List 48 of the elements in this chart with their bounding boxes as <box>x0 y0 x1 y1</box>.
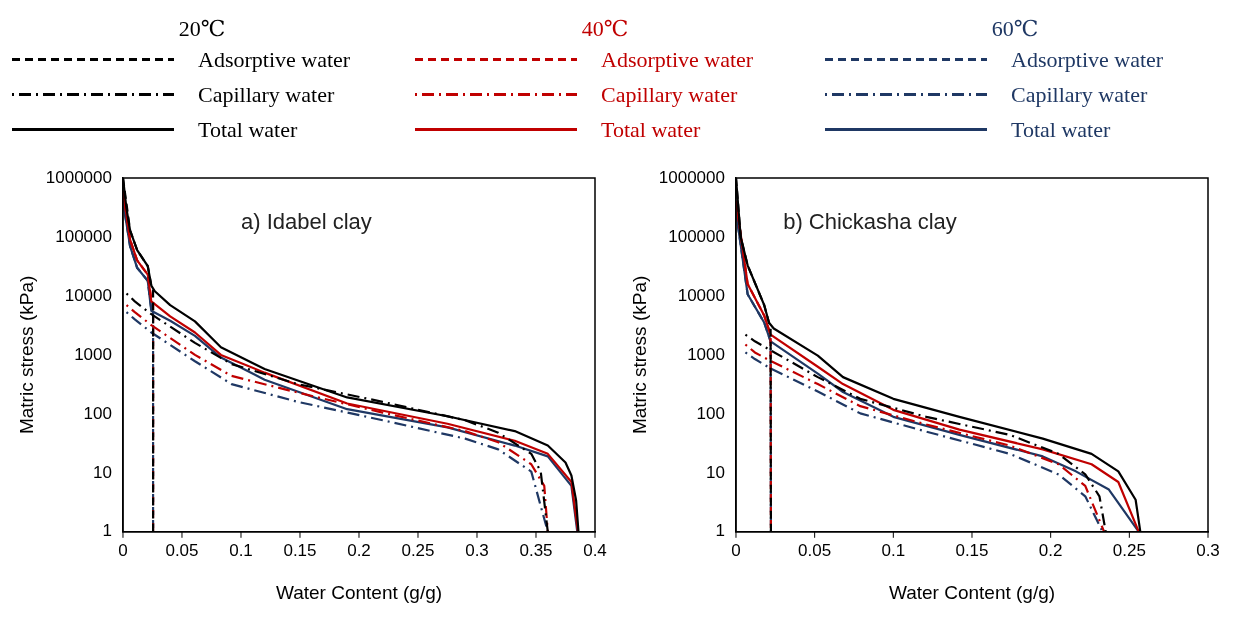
y-tick-label: 1000000 <box>45 167 112 187</box>
y-tick-label: 1 <box>715 521 725 541</box>
x-tick-label: 0.1 <box>229 540 253 560</box>
legend-label: Adsorptive water <box>198 46 351 73</box>
x-tick-label: 0.35 <box>519 540 553 560</box>
y-tick-label: 1000 <box>687 344 725 364</box>
text: 20℃ <box>177 16 227 42</box>
legend-label: Adsorptive water <box>601 46 754 73</box>
y-tick-label: 100 <box>83 403 112 423</box>
text: 60℃ <box>990 16 1040 42</box>
y-tick-label: 100000 <box>55 226 112 246</box>
y-axis-title: Matric stress (kPa) <box>15 275 37 435</box>
x-tick-label: 0.15 <box>283 540 317 560</box>
y-tick-label: 1 <box>102 521 112 541</box>
x-tick-label: 0.3 <box>465 540 489 560</box>
annotation: b) Chickasha clay <box>783 209 957 235</box>
y-axis-title: Matric stress (kPa) <box>628 275 650 435</box>
y-tick-label: 1000 <box>74 344 112 364</box>
legend-label: Capillary water <box>601 81 738 108</box>
y-tick-label: 10 <box>706 462 725 482</box>
legend-label: Total water <box>601 116 701 143</box>
x-tick-label: 0.05 <box>165 540 199 560</box>
text: 40℃ <box>580 16 630 42</box>
annotation: a) Idabel clay <box>240 209 372 235</box>
legend-label: Capillary water <box>1011 81 1148 108</box>
y-tick-label: 10000 <box>677 285 725 305</box>
x-tick-label: 0.25 <box>1112 540 1146 560</box>
y-tick-label: 10 <box>93 462 112 482</box>
x-tick-label: 0.25 <box>401 540 435 560</box>
x-axis-title: Water Content (g/g) <box>275 581 443 603</box>
legend-label: Capillary water <box>198 81 335 108</box>
legend-label: Total water <box>1011 116 1111 143</box>
x-tick-label: 0 <box>118 540 128 560</box>
legend-label: Total water <box>198 116 298 143</box>
x-tick-label: 0.1 <box>881 540 906 560</box>
x-tick-label: 0.2 <box>347 540 371 560</box>
x-axis-title: Water Content (g/g) <box>888 581 1056 603</box>
y-tick-label: 100000 <box>668 226 725 246</box>
x-tick-label: 0 <box>731 540 741 560</box>
x-tick-label: 0.2 <box>1038 540 1063 560</box>
x-tick-label: 0.15 <box>955 540 989 560</box>
legend-label: Adsorptive water <box>1011 46 1164 73</box>
y-tick-label: 1000000 <box>658 167 725 187</box>
x-tick-label: 0.05 <box>798 540 832 560</box>
x-tick-label: 0.4 <box>583 540 607 560</box>
y-tick-label: 100 <box>696 403 725 423</box>
y-tick-label: 10000 <box>64 285 112 305</box>
x-tick-label: 0.3 <box>1196 540 1220 560</box>
